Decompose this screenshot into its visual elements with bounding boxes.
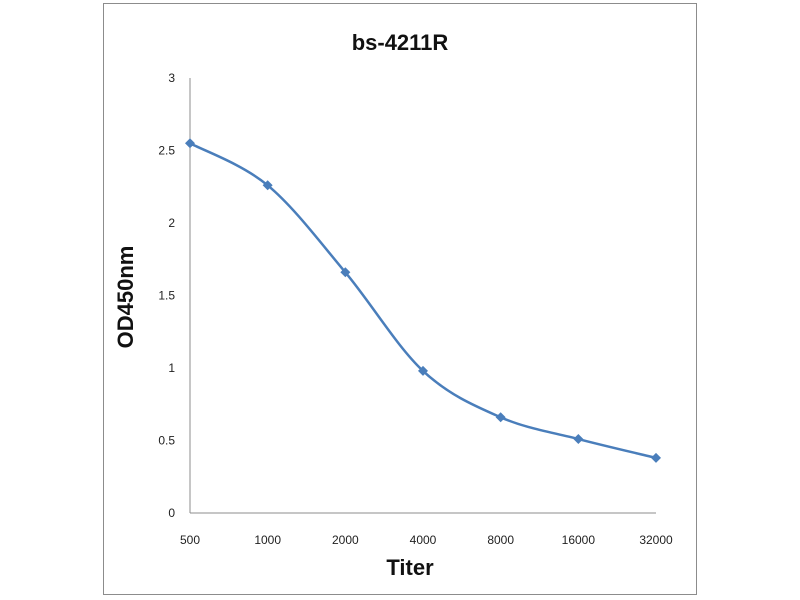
chart-title: bs-4211R [352, 30, 449, 55]
x-axis-label: Titer [386, 555, 434, 580]
x-tick-label: 1000 [254, 533, 281, 547]
series-line [189, 142, 657, 460]
x-tick-label: 8000 [487, 533, 514, 547]
y-tick-label: 0 [168, 506, 175, 520]
y-tick-label: 0.5 [158, 434, 175, 448]
data-point-marker [573, 434, 584, 445]
y-axis-label: OD450nm [113, 246, 138, 349]
x-tick-label: 32000 [639, 533, 673, 547]
data-point-marker [185, 138, 195, 149]
x-axis-ticks: 500 1000 2000 4000 8000 16000 32000 [180, 533, 673, 547]
data-point-marker [418, 365, 428, 376]
data-point-marker [262, 180, 273, 191]
y-tick-label: 2 [168, 216, 175, 230]
x-tick-label: 500 [180, 533, 200, 547]
chart-frame [103, 3, 697, 595]
data-point-marker [495, 412, 506, 423]
y-tick-label: 1.5 [158, 289, 175, 303]
data-markers [185, 138, 661, 463]
y-tick-label: 2.5 [158, 144, 175, 158]
y-tick-label: 1 [168, 361, 175, 375]
data-point-marker [651, 452, 661, 463]
data-point-marker [340, 267, 351, 278]
x-tick-label: 2000 [332, 533, 359, 547]
y-axis-ticks: 0 0.5 1 1.5 2 2.5 3 [158, 71, 175, 520]
x-tick-label: 4000 [410, 533, 437, 547]
x-tick-label: 16000 [562, 533, 596, 547]
y-tick-label: 3 [168, 71, 175, 85]
